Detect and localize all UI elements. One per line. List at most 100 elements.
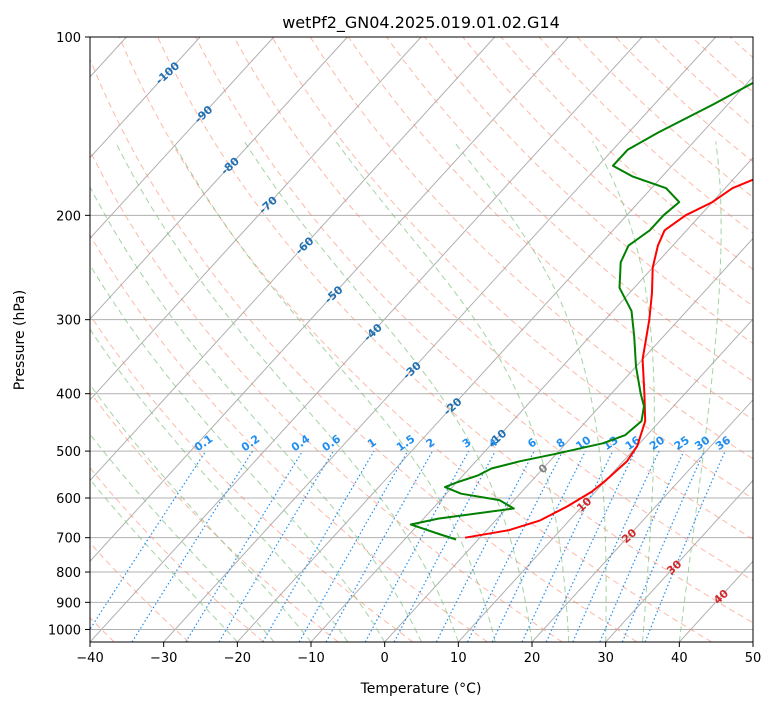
- dry-adiabat-line: [729, 37, 753, 59]
- isotherm-label: -100: [153, 59, 182, 87]
- dry-adiabat-line: [90, 58, 638, 642]
- x-tick-label: −10: [297, 651, 324, 666]
- moist-adiabat-line: [90, 433, 275, 642]
- dry-adiabat-line: [309, 37, 753, 460]
- mixing-ratio-line: [218, 450, 334, 642]
- moist-adiabat-line: [243, 141, 533, 642]
- profile-series: [409, 81, 753, 541]
- mixing-ratio-line: [262, 450, 375, 642]
- moist-adiabat-line: [335, 141, 570, 642]
- mixing-ratio-line: [599, 450, 685, 642]
- x-axis-label: Temperature (°C): [360, 681, 482, 697]
- isotherm-line: [90, 37, 201, 159]
- mixing-ratio-label: 36: [713, 433, 733, 453]
- mixing-ratio-label: 30: [692, 433, 712, 453]
- plot-frame: [89, 36, 754, 643]
- dry-adiabat-line: [386, 37, 753, 382]
- y-tick-label: 700: [56, 532, 81, 547]
- mixing-ratio-label: 1: [365, 436, 379, 451]
- isotherm-line: [457, 318, 753, 642]
- moist-adiabat-line: [90, 478, 238, 642]
- axis-ticks: −40 −30 −20 −10 0 10 20 30 40 50 100 200 300 400 500 60…: [48, 31, 761, 666]
- mixing-ratio-label: 20: [647, 433, 667, 453]
- mixing-ratio-line: [491, 450, 586, 642]
- isotherm-line: [163, 37, 717, 642]
- dry-adiabat-line: [157, 37, 753, 624]
- dry-adiabat-line: [90, 234, 488, 642]
- mixing-ratio-line: [131, 450, 254, 642]
- x-tick-label: 20: [524, 651, 541, 666]
- y-tick-label: 400: [56, 388, 81, 403]
- isotherm-line: [605, 479, 753, 642]
- isotherm-line: [752, 641, 753, 642]
- mixing-ratio-line: [466, 450, 564, 642]
- mixing-ratio-label: 3: [460, 436, 474, 451]
- dry-adiabat-line: [653, 37, 753, 128]
- chart-title: wetPf2_GN04.2025.019.01.02.G14: [282, 13, 560, 33]
- mixing-ratio-label: 25: [672, 433, 692, 452]
- y-tick-label: 100: [56, 31, 81, 46]
- mixing-ratio-line: [393, 450, 496, 642]
- dry-adiabat-line: [424, 37, 753, 344]
- dry-adiabat-line: [90, 467, 264, 642]
- isotherm-line: [531, 399, 753, 642]
- dry-adiabat-line: [90, 542, 190, 642]
- moist-adiabat-line: [90, 328, 349, 642]
- mixing-ratio-line: [572, 450, 660, 642]
- isotherm-line: [90, 37, 569, 563]
- mixing-ratio-label: 2: [424, 436, 438, 451]
- y-tick-label: 200: [56, 209, 81, 224]
- y-tick-label: 600: [56, 492, 81, 507]
- dry-adiabat-line: [347, 37, 753, 421]
- y-tick-label: 1000: [48, 623, 81, 638]
- y-tick-label: 500: [56, 445, 81, 460]
- mixing-ratio-line: [521, 450, 614, 642]
- dry-adiabat-line: [691, 37, 753, 93]
- dry-adiabat-line: [195, 37, 753, 582]
- dry-adiabat-line: [90, 391, 339, 642]
- isotherm-line: [90, 37, 643, 642]
- isotherm-line: [384, 237, 753, 642]
- y-axis-label: Pressure (hPa): [12, 290, 28, 390]
- dry-adiabat-line: [90, 149, 563, 642]
- mixing-ratio-line: [621, 450, 705, 642]
- moist-adiabat-line: [90, 185, 422, 642]
- x-tick-label: 10: [450, 651, 467, 666]
- mixing-ratio-line: [90, 450, 207, 631]
- mixing-ratio-line: [644, 450, 726, 642]
- dry-adiabat-line: [271, 37, 753, 500]
- dry-adiabat-line: [462, 37, 753, 307]
- dewpoint-profile-line: [409, 81, 753, 541]
- x-tick-label: −30: [150, 651, 177, 666]
- mixing-ratio-line: [364, 450, 470, 642]
- x-tick-label: 30: [597, 651, 614, 666]
- x-tick-label: 0: [381, 651, 389, 666]
- x-tick-label: 40: [671, 651, 688, 666]
- moist-adiabat-line: [90, 383, 312, 642]
- y-tick-label: 800: [56, 566, 81, 581]
- y-tick-label: 900: [56, 596, 81, 611]
- dry-adiabat-line: [90, 313, 414, 642]
- dry-adiabat-line: [576, 37, 753, 198]
- temperature-profile-line: [464, 178, 753, 539]
- moist-adiabat-line: [453, 140, 607, 642]
- dry-adiabat-line: [615, 37, 753, 163]
- y-tick-label: 300: [56, 314, 81, 329]
- background-lines: [90, 37, 753, 642]
- mixing-ratio-line: [325, 450, 434, 642]
- x-tick-label: −20: [224, 651, 251, 666]
- dry-adiabat-line: [538, 37, 753, 234]
- isotherm-line: [90, 37, 422, 401]
- isotherm-line: [236, 76, 753, 642]
- isotherm-line: [90, 37, 275, 240]
- x-tick-label: 50: [745, 651, 762, 666]
- x-tick-label: −40: [76, 651, 103, 666]
- dry-adiabat-line: [118, 37, 712, 642]
- isotherm-line: [90, 37, 496, 482]
- isotherm-line: [90, 37, 348, 320]
- moist-adiabat-line: [172, 141, 496, 642]
- moist-adiabat-line: [678, 141, 722, 642]
- dry-adiabat-line: [233, 37, 753, 540]
- mixing-ratio-line: [185, 450, 304, 642]
